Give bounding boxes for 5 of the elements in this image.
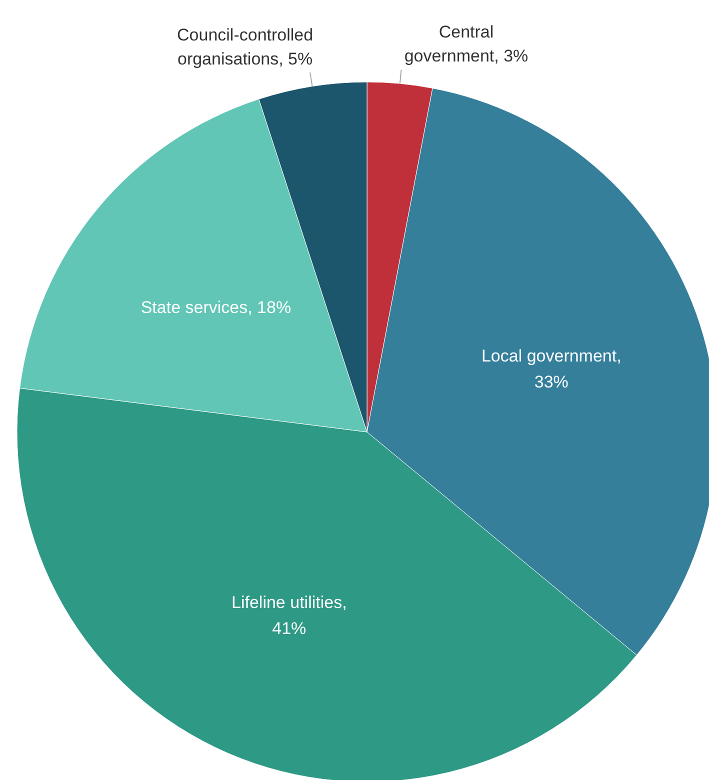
slice-label: Council-controlled organisations, 5% [177, 25, 314, 68]
slice-label: Central government, 3% [404, 22, 528, 66]
slice-label: Local government, 33% [481, 346, 622, 392]
slice-label: State services, 18% [140, 298, 292, 318]
slice-label: Lifeline utilities, 41% [232, 592, 347, 638]
